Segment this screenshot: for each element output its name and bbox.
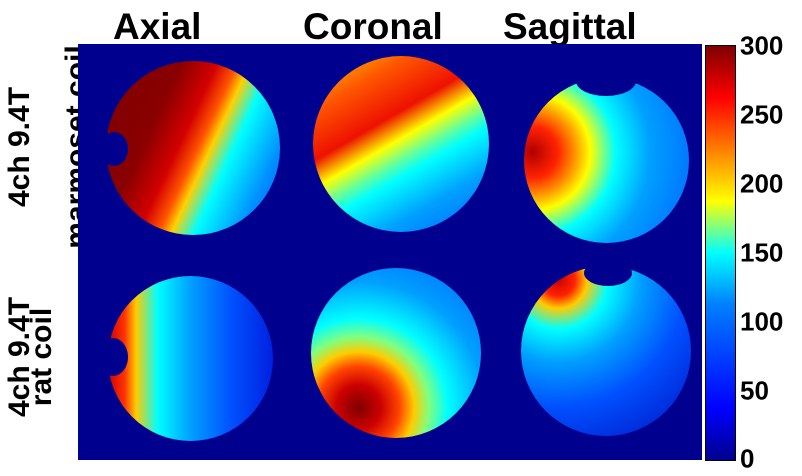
map-axial-marmoset [78, 44, 289, 246]
phantom-notch [98, 338, 128, 376]
phantom-disc [106, 61, 280, 235]
phantom-notch [584, 260, 632, 286]
column-title-axial: Axial [113, 6, 202, 47]
phantom-disc [524, 78, 689, 243]
map-coronal-marmoset [289, 44, 496, 246]
phantom-disc [521, 266, 691, 436]
colorbar-tick-label: 0 [740, 443, 755, 474]
colorbar [705, 45, 736, 461]
map-sagittal-marmoset [496, 44, 702, 246]
row-label-2-line2: rat coil [25, 307, 58, 407]
map-coronal-rat [289, 246, 496, 460]
row-label-1-line1: 4ch 9.4T [3, 86, 36, 208]
phantom-disc [108, 276, 273, 441]
colorbar-tick-label: 150 [740, 237, 784, 268]
colorbar-tick-label: 250 [740, 99, 784, 130]
map-sagittal-rat [496, 246, 702, 460]
colorbar-tick-label: 50 [740, 375, 769, 406]
phantom-disc [311, 268, 481, 438]
colorbar-tick-label: 300 [740, 30, 784, 61]
phantom-notch [100, 132, 128, 166]
colorbar-tick-label: 100 [740, 306, 784, 337]
phantom-notch [576, 66, 636, 96]
column-title-sagittal: Sagittal [503, 6, 637, 47]
phantom-disc [313, 56, 489, 232]
map-axial-rat [78, 246, 289, 460]
column-title-coronal: Coronal [303, 6, 443, 47]
colorbar-tick-label: 200 [740, 168, 784, 199]
